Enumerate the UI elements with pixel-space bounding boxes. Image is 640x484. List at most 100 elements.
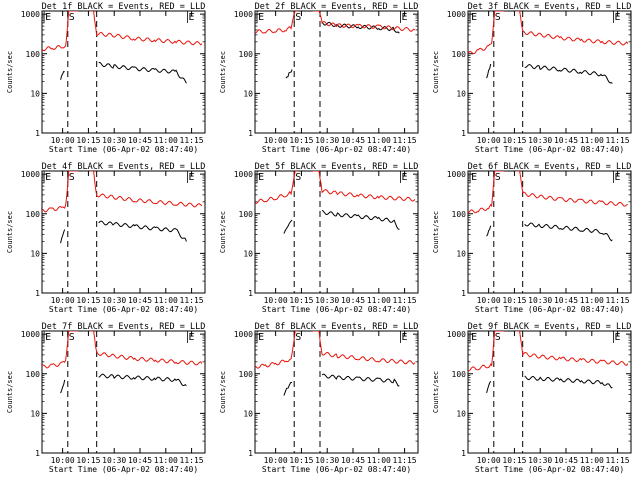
marker-label: E <box>258 332 264 343</box>
series-events-line <box>524 222 613 242</box>
x-tick-label: 10:00 <box>51 456 75 465</box>
marker-label: E <box>401 172 407 183</box>
x-tick-label: 10:45 <box>341 456 365 465</box>
chart-title: Det 6f BLACK = Events, RED = LLD <box>468 162 632 172</box>
y-axis-label: Counts/sec <box>219 51 227 93</box>
x-axis-label: Start Time (06-Apr-02 08:47:40) <box>475 305 624 314</box>
marker-label: S <box>69 12 75 23</box>
x-tick-label: 10:15 <box>289 296 313 305</box>
series-lld-line <box>468 331 505 372</box>
chart-title: Det 3f BLACK = Events, RED = LLD <box>468 2 632 12</box>
x-tick-label: 10:30 <box>102 456 126 465</box>
y-axis-label: Counts/sec <box>432 371 440 413</box>
x-tick-label: 10:00 <box>264 296 288 305</box>
series-events-line <box>283 382 293 396</box>
marker-label: S <box>495 172 501 183</box>
x-tick-label: 10:15 <box>76 296 100 305</box>
x-tick-label: 11:00 <box>580 456 604 465</box>
chart-panel-det-4: Det 4f BLACK = Events, RED = LLD 1 10 100 10… <box>0 160 213 324</box>
series-lld-line <box>255 331 299 369</box>
x-tick-label: 11:00 <box>580 136 604 145</box>
x-tick-label: 10:30 <box>315 456 339 465</box>
marker-label: E <box>258 12 264 23</box>
marker-label: S <box>295 12 301 23</box>
y-tick-label: 100 <box>26 370 41 379</box>
chart-panel-det-1: Det 1f BLACK = Events, RED = LLD 1 10 100 10… <box>0 0 213 164</box>
chart-title: Det 4f BLACK = Events, RED = LLD <box>42 162 206 172</box>
y-tick-label: 1000 <box>234 10 253 19</box>
y-tick-label: 10 <box>456 249 466 258</box>
marker-label: E <box>471 332 477 343</box>
x-tick-label: 11:15 <box>393 456 417 465</box>
marker-label: S <box>69 172 75 183</box>
chart-svg: Det 7f BLACK = Events, RED = LLD 1 10 100 10… <box>6 322 206 474</box>
series-lld-line <box>312 11 416 32</box>
y-tick-label: 1 <box>35 449 40 458</box>
series-events-line <box>486 225 492 237</box>
marker-label: E <box>471 12 477 23</box>
plot-frame <box>41 330 206 454</box>
plot-frame <box>41 10 206 134</box>
plot-frame <box>467 330 632 454</box>
marker-label: E <box>258 172 264 183</box>
series-events-line <box>285 69 293 79</box>
x-tick-label: 10:30 <box>528 136 552 145</box>
x-tick-label: 11:15 <box>180 456 204 465</box>
x-tick-label: 11:15 <box>606 456 630 465</box>
chart-title: Det 8f BLACK = Events, RED = LLD <box>255 322 419 332</box>
y-tick-label: 100 <box>452 370 467 379</box>
x-tick-label: 11:15 <box>180 136 204 145</box>
series-events-line <box>524 63 613 84</box>
y-axis-label: Counts/sec <box>219 371 227 413</box>
series-lld-line <box>515 11 629 46</box>
x-axis-label: Start Time (06-Apr-02 08:47:40) <box>262 305 411 314</box>
plot-frame <box>254 10 419 134</box>
marker-label: E <box>614 12 620 23</box>
x-tick-label: 10:30 <box>528 296 552 305</box>
x-tick-label: 10:15 <box>76 456 100 465</box>
y-axis-label: Counts/sec <box>6 371 14 413</box>
x-tick-label: 10:15 <box>502 456 526 465</box>
marker-label: S <box>495 332 501 343</box>
chart-svg: Det 1f BLACK = Events, RED = LLD 1 10 100 10… <box>6 2 206 154</box>
x-axis-label: Start Time (06-Apr-02 08:47:40) <box>49 145 198 154</box>
plot-frame <box>467 10 632 134</box>
chart-svg: Det 4f BLACK = Events, RED = LLD 1 10 100 10… <box>6 162 206 314</box>
series-events-line <box>524 375 613 389</box>
chart-panel-det-6: Det 6f BLACK = Events, RED = LLD 1 10 100 10… <box>426 160 639 324</box>
y-tick-label: 1000 <box>21 330 40 339</box>
x-tick-label: 10:15 <box>502 296 526 305</box>
chart-panel-det-5: Det 5f BLACK = Events, RED = LLD 1 10 100 10… <box>213 160 426 324</box>
marker-label: E <box>188 12 194 23</box>
plot-frame <box>467 170 632 294</box>
x-axis-label: Start Time (06-Apr-02 08:47:40) <box>262 145 411 154</box>
y-tick-label: 1 <box>35 129 40 138</box>
series-lld-line <box>89 331 203 366</box>
chart-svg: Det 5f BLACK = Events, RED = LLD 1 10 100 10… <box>219 162 419 314</box>
y-axis-label: Counts/sec <box>6 51 14 93</box>
x-tick-label: 10:45 <box>128 296 152 305</box>
series-events-line <box>60 229 66 244</box>
y-tick-label: 100 <box>239 210 254 219</box>
y-tick-label: 10 <box>30 249 40 258</box>
x-tick-label: 10:45 <box>341 136 365 145</box>
y-axis-label: Counts/sec <box>432 51 440 93</box>
series-events-line <box>486 63 492 79</box>
y-tick-label: 1 <box>461 289 466 298</box>
x-tick-label: 11:00 <box>580 296 604 305</box>
x-tick-label: 11:00 <box>367 456 391 465</box>
y-tick-label: 1000 <box>447 170 466 179</box>
marker-label: E <box>188 172 194 183</box>
y-axis-label: Counts/sec <box>219 211 227 253</box>
series-lld-line <box>42 11 79 52</box>
chart-svg: Det 6f BLACK = Events, RED = LLD 1 10 100 10… <box>432 162 632 314</box>
series-lld-line <box>42 331 79 369</box>
y-tick-label: 1 <box>248 449 253 458</box>
x-tick-label: 10:30 <box>528 456 552 465</box>
x-tick-label: 11:00 <box>154 456 178 465</box>
x-axis-label: Start Time (06-Apr-02 08:47:40) <box>262 465 411 474</box>
chart-title: Det 1f BLACK = Events, RED = LLD <box>42 2 206 12</box>
chart-svg: Det 8f BLACK = Events, RED = LLD 1 10 100 10… <box>219 322 419 474</box>
y-tick-label: 10 <box>243 249 253 258</box>
marker-label: S <box>69 332 75 343</box>
